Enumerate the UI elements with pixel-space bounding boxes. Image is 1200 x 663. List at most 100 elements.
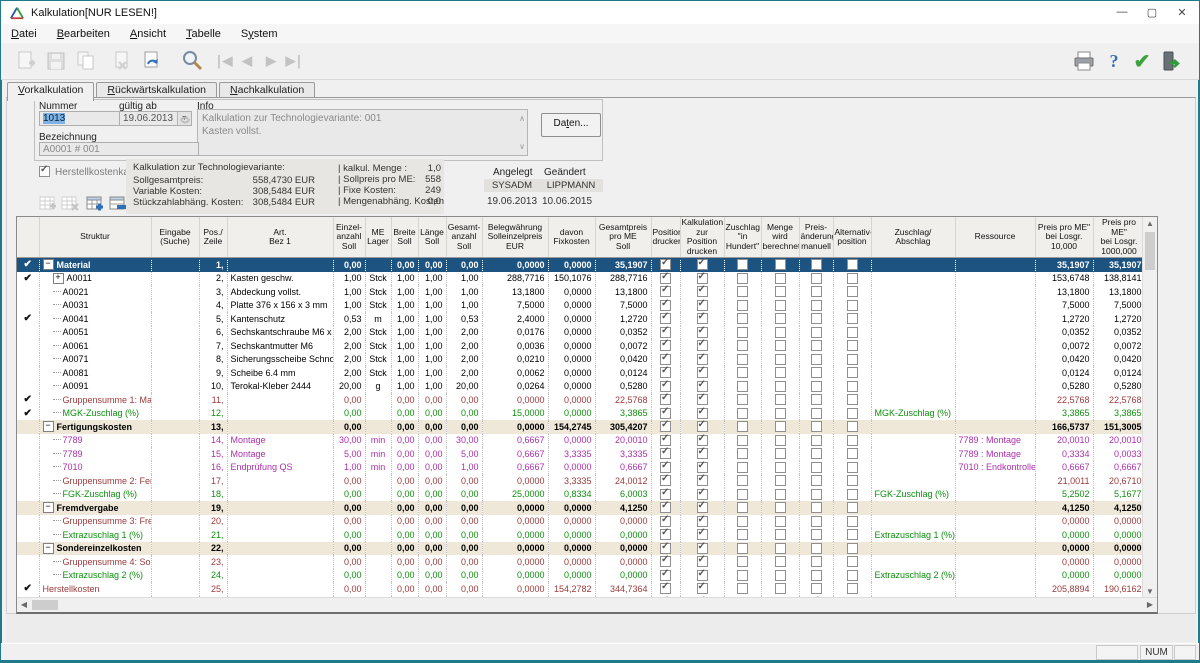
column-header-fix[interactable]: davon Fixkosten bbox=[548, 217, 595, 258]
column-header-beleg[interactable]: Belegwährung Solleinzelpreis EUR bbox=[482, 217, 548, 258]
ap-checkbox[interactable] bbox=[847, 340, 858, 351]
refresh-doc-icon[interactable] bbox=[139, 48, 165, 74]
column-header-breite[interactable]: Breite Soll bbox=[391, 217, 418, 258]
pam-checkbox[interactable] bbox=[811, 408, 822, 419]
row-select-cell[interactable] bbox=[17, 501, 39, 515]
kzp-checkbox[interactable] bbox=[697, 340, 708, 351]
kzp-checkbox[interactable] bbox=[697, 273, 708, 284]
row-select-cell[interactable] bbox=[17, 420, 39, 434]
table-row[interactable]: Gruppensumme 4: Sonderein23,0,000,000,00… bbox=[17, 555, 1145, 569]
mwb-checkbox[interactable] bbox=[775, 556, 786, 567]
table-edit-row-icon[interactable] bbox=[109, 196, 127, 212]
mwb-checkbox[interactable] bbox=[775, 462, 786, 473]
menu-item-bearbeiten[interactable]: Bearbeiten bbox=[47, 26, 120, 42]
ap-checkbox[interactable] bbox=[847, 394, 858, 405]
zh-checkbox[interactable] bbox=[737, 448, 748, 459]
zh-checkbox[interactable] bbox=[737, 408, 748, 419]
ap-checkbox[interactable] bbox=[847, 354, 858, 365]
kzp-checkbox[interactable] bbox=[697, 462, 708, 473]
info-textarea[interactable]: Kalkulation zur Technologievariante: 001… bbox=[197, 109, 528, 156]
table-row[interactable]: −Fertigungskosten13,0,000,000,000,000,00… bbox=[17, 420, 1145, 434]
kzp-checkbox[interactable] bbox=[697, 327, 708, 338]
zh-checkbox[interactable] bbox=[737, 556, 748, 567]
scroll-up-arrow-icon[interactable]: ▲ bbox=[1143, 217, 1157, 231]
ap-checkbox[interactable] bbox=[847, 300, 858, 311]
table-add-row-icon[interactable] bbox=[86, 196, 104, 212]
ap-checkbox[interactable] bbox=[847, 421, 858, 432]
ap-checkbox[interactable] bbox=[847, 367, 858, 378]
copy-icon[interactable] bbox=[73, 48, 99, 74]
nav-first-icon[interactable]: ❘◀ bbox=[209, 48, 235, 74]
ap-checkbox[interactable] bbox=[847, 381, 858, 392]
mwb-checkbox[interactable] bbox=[775, 327, 786, 338]
pd-checkbox[interactable] bbox=[660, 529, 671, 540]
row-select-cell[interactable] bbox=[17, 515, 39, 529]
zh-checkbox[interactable] bbox=[737, 340, 748, 351]
scroll-down-icon[interactable]: ∨ bbox=[519, 140, 525, 153]
ap-checkbox[interactable] bbox=[847, 435, 858, 446]
row-select-cell[interactable] bbox=[17, 555, 39, 569]
row-select-cell[interactable] bbox=[17, 542, 39, 556]
pam-checkbox[interactable] bbox=[811, 340, 822, 351]
pam-checkbox[interactable] bbox=[811, 556, 822, 567]
mwb-checkbox[interactable] bbox=[775, 421, 786, 432]
column-header-struktur[interactable]: Struktur bbox=[39, 217, 151, 258]
close-button[interactable]: ✕ bbox=[1167, 1, 1197, 23]
menu-item-system[interactable]: System bbox=[231, 26, 288, 42]
table-row[interactable]: −Sondereinzelkosten22,0,000,000,000,000,… bbox=[17, 542, 1145, 556]
zh-checkbox[interactable] bbox=[737, 489, 748, 500]
tab-vorkalkulation[interactable]: Vorkalkulation bbox=[7, 82, 94, 101]
pd-checkbox[interactable] bbox=[660, 421, 671, 432]
print-icon[interactable] bbox=[1071, 48, 1097, 74]
mwb-checkbox[interactable] bbox=[775, 367, 786, 378]
column-header-p10[interactable]: Preis pro ME" bei Losgr. 10,000 bbox=[1035, 217, 1093, 258]
column-header-zuschlag[interactable]: Zuschlag/ Abschlag bbox=[871, 217, 955, 258]
mwb-checkbox[interactable] bbox=[775, 570, 786, 581]
column-header-laenge[interactable]: Länge Soll bbox=[418, 217, 446, 258]
mwb-checkbox[interactable] bbox=[775, 313, 786, 324]
zh-checkbox[interactable] bbox=[737, 421, 748, 432]
ap-checkbox[interactable] bbox=[847, 313, 858, 324]
mwb-checkbox[interactable] bbox=[775, 529, 786, 540]
table-row[interactable]: A00314,Platte 376 x 156 x 3 mm1,00Stck1,… bbox=[17, 299, 1145, 313]
pd-checkbox[interactable] bbox=[660, 489, 671, 500]
nav-last-icon[interactable]: ▶❘ bbox=[281, 48, 307, 74]
column-header-art[interactable]: Art. Bez 1 bbox=[227, 217, 333, 258]
pam-checkbox[interactable] bbox=[811, 516, 822, 527]
row-select-cell[interactable] bbox=[17, 569, 39, 583]
kzp-checkbox[interactable] bbox=[697, 259, 708, 270]
column-header-eingabe[interactable]: Eingabe (Suche) bbox=[151, 217, 199, 258]
table-row[interactable]: ✔MGK-Zuschlag (%)12,0,000,000,000,0015,0… bbox=[17, 407, 1145, 421]
zh-checkbox[interactable] bbox=[737, 516, 748, 527]
zh-checkbox[interactable] bbox=[737, 286, 748, 297]
zh-checkbox[interactable] bbox=[737, 354, 748, 365]
kzp-checkbox[interactable] bbox=[697, 583, 708, 594]
column-header-ap[interactable]: Alternativ- position bbox=[833, 217, 871, 258]
row-select-cell[interactable] bbox=[17, 434, 39, 448]
row-select-cell[interactable] bbox=[17, 366, 39, 380]
pd-checkbox[interactable] bbox=[660, 313, 671, 324]
scroll-right-arrow-icon[interactable]: ▶ bbox=[1143, 598, 1157, 612]
zh-checkbox[interactable] bbox=[737, 435, 748, 446]
table-row[interactable]: A00819,Scheibe 6.4 mm2,00Stck1,001,002,0… bbox=[17, 366, 1145, 380]
tree-collapse-icon[interactable]: − bbox=[43, 421, 54, 432]
row-select-cell[interactable] bbox=[17, 299, 39, 313]
pd-checkbox[interactable] bbox=[660, 381, 671, 392]
mwb-checkbox[interactable] bbox=[775, 516, 786, 527]
pd-checkbox[interactable] bbox=[660, 354, 671, 365]
table-row[interactable]: Gruppensumme 3: Fremdverg20,0,000,000,00… bbox=[17, 515, 1145, 529]
nav-prev-icon[interactable]: ◀ bbox=[233, 48, 259, 74]
pd-checkbox[interactable] bbox=[660, 367, 671, 378]
zh-checkbox[interactable] bbox=[737, 313, 748, 324]
zh-checkbox[interactable] bbox=[737, 475, 748, 486]
pam-checkbox[interactable] bbox=[811, 502, 822, 513]
pd-checkbox[interactable] bbox=[660, 286, 671, 297]
kzp-checkbox[interactable] bbox=[697, 448, 708, 459]
column-header-gesamt[interactable]: Gesamt- anzahl Soll bbox=[446, 217, 482, 258]
pam-checkbox[interactable] bbox=[811, 300, 822, 311]
kzp-checkbox[interactable] bbox=[697, 286, 708, 297]
pd-checkbox[interactable] bbox=[660, 543, 671, 554]
pd-checkbox[interactable] bbox=[660, 394, 671, 405]
row-select-cell[interactable] bbox=[17, 528, 39, 542]
pam-checkbox[interactable] bbox=[811, 286, 822, 297]
